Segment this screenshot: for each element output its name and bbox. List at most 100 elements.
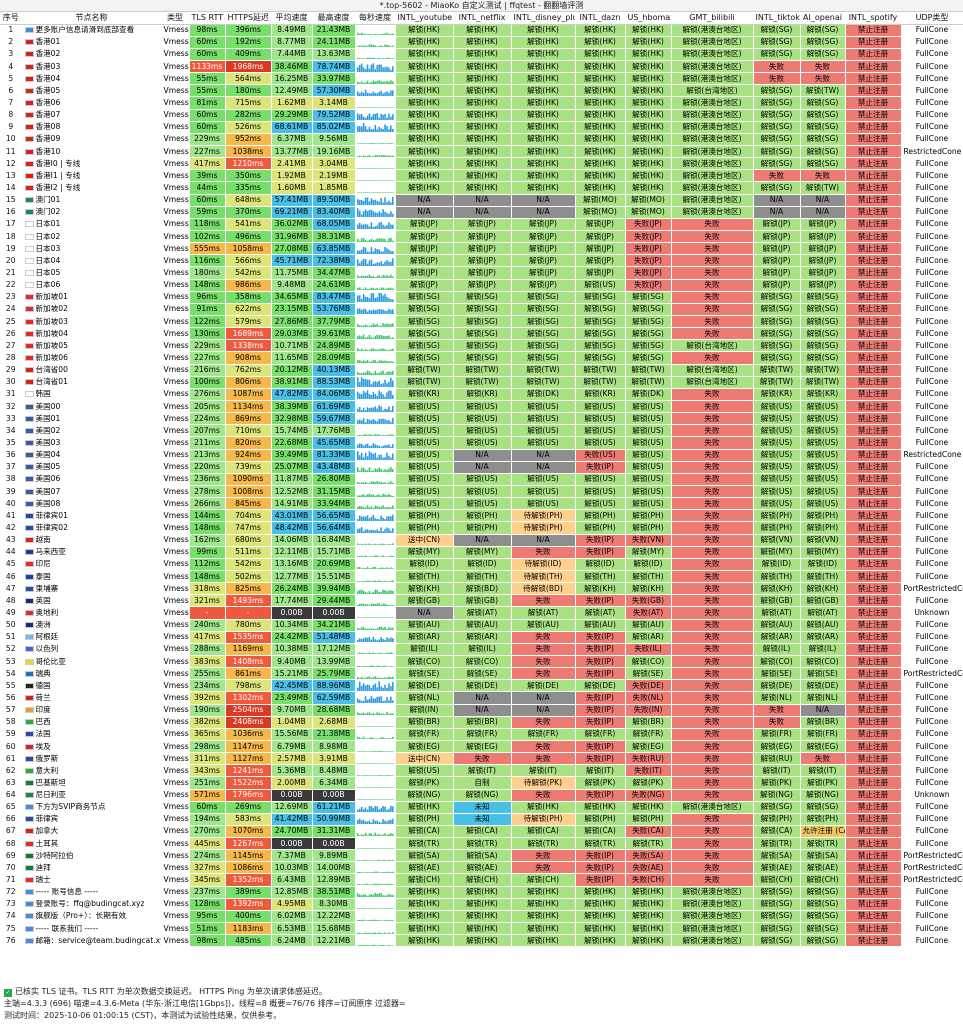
column-header[interactable]: HTTPS延迟 [225, 12, 272, 25]
table-row[interactable]: 41 菲律宾01 Vmess 144ms 704ms 43.01MB 56.65MB 解锁(P… [0, 509, 963, 523]
table-row[interactable]: 70 迪拜 Vmess 327ms 1086ms 10.03MB 14.00MB 解锁(AE)… [0, 861, 963, 875]
table-row[interactable]: 27 新加坡05 Vmess 229ms 1338ms 10.71MB 24.89MB 解锁(… [0, 339, 963, 353]
column-header[interactable]: 类型 [161, 12, 190, 25]
table-row[interactable]: 68 土耳其 Vmess 445ms 1267ms 0.00B 0.00B 解锁(TR) 解锁(… [0, 837, 963, 851]
table-row[interactable]: 52 以色列 Vmess 288ms 1169ms 10.38MB 17.12MB 解锁(IL… [0, 643, 963, 656]
table-row[interactable]: 71 瑞士 Vmess 345ms 1352ms 6.43MB 12.89MB 解锁(CH) 解… [0, 873, 963, 887]
column-header[interactable]: INTL_tiktok [753, 12, 801, 25]
table-row[interactable]: 1 更多账户信息请滑到底部查看 Vmess 98ms 396ms 8.49MB 21.43M… [0, 24, 963, 37]
table-row[interactable]: 67 加拿大 Vmess 270ms 1070ms 24.70MB 31.31MB 解锁(CA… [0, 825, 963, 839]
table-row[interactable]: 31 韩国 Vmess 276ms 1087ms 47.82MB 84.06MB 解锁(KR)… [0, 388, 963, 402]
table-row[interactable]: 33 美国01 Vmess 224ms 869ms 32.98MB 59.67MB 解锁(US… [0, 412, 963, 426]
sparkline-bar [366, 197, 368, 206]
table-row[interactable]: 60 埃及 Vmess 298ms 1147ms 6.79MB 8.98MB 解锁(EG) 解锁… [0, 740, 963, 754]
table-row[interactable]: 26 新加坡04 Vmess 130ms 1689ms 29.03MB 39.61MB 解锁(… [0, 327, 963, 341]
table-row[interactable]: 65 下方为SVIP商务节点 Vmess 60ms 269ms 12.69MB 61.21M… [0, 801, 963, 814]
table-row[interactable]: 23 新加坡01 Vmess 96ms 358ms 34.65MB 83.47MB 解锁(SG… [0, 291, 963, 304]
table-row[interactable]: 19 日本03 Vmess 555ms 1058ms 27.08MB 63.85MB 解锁(J… [0, 242, 963, 256]
table-row[interactable]: 75 ----- 联系我们 ----- Vmess 51ms 1183ms 6.53MB 1… [0, 922, 963, 936]
table-row[interactable]: 29 台湾省00 Vmess 216ms 762ms 20.12MB 40.13MB 解锁(T… [0, 364, 963, 377]
column-header[interactable]: 平均速度 [271, 12, 313, 25]
table-row[interactable]: 76 邮箱：service@team.budingcat.xyz Vmess 98ms… [0, 934, 963, 948]
column-header[interactable]: INTL_netflix [453, 12, 512, 25]
sparkline-bar [370, 639, 372, 643]
table-row[interactable]: 9 香港08 Vmess 60ms 526ms 68.61MB 85.02MB 解锁(HK) 解… [0, 121, 963, 134]
table-row[interactable]: 22 日本06 Vmess 148ms 986ms 9.48MB 24.61MB 解锁(JP)… [0, 279, 963, 292]
column-header[interactable]: INTL_youtube [395, 12, 454, 25]
tiktok-cell: 解锁(TW) [753, 364, 801, 377]
table-row[interactable]: 2 香港01 Vmess 60ms 192ms 8.77MB 24.11MB 解锁(HK) 解锁… [0, 36, 963, 49]
dazn-cell: 解锁(HK) [575, 145, 626, 159]
column-header[interactable]: US_hbomax [625, 12, 672, 25]
table-row[interactable]: 14 香港I2 | 专线 Vmess 44ms 335ms 1.60MB 1.85MB 解锁(… [0, 181, 963, 195]
table-row[interactable]: 21 日本05 Vmess 180ms 542ms 11.75MB 34.47MB 解锁(JP… [0, 266, 963, 280]
table-row[interactable]: 3 香港02 Vmess 60ms 409ms 7.44MB 13.63MB 解锁(HK) 解锁… [0, 48, 963, 62]
table-row[interactable]: 63 巴基斯坦 Vmess 251ms 1522ms 2.00MB 6.34MB 解锁(PK)… [0, 776, 963, 790]
table-row[interactable]: 8 香港07 Vmess 60ms 282ms 29.29MB 79.52MB 解锁(HK) 解… [0, 109, 963, 122]
table-row[interactable]: 45 印尼 Vmess 112ms 542ms 13.16MB 20.69MB 解锁(ID) 解… [0, 558, 963, 571]
table-row[interactable]: 54 瑞典 Vmess 255ms 861ms 15.21MB 25.79MB 解锁(SE) 解… [0, 667, 963, 681]
column-header[interactable]: TLS RTT [189, 12, 226, 25]
table-row[interactable]: 38 美国06 Vmess 236ms 1090ms 11.87MB 26.80MB 解锁(U… [0, 473, 963, 486]
table-row[interactable]: 5 香港04 Vmess 55ms 564ms 16.25MB 33.97MB 解锁(HK) 解… [0, 72, 963, 86]
table-row[interactable]: 55 德国 Vmess 234ms 798ms 42.45MB 88.96MB 解锁(DE) 解… [0, 679, 963, 693]
column-header[interactable]: AI_openai [800, 12, 846, 25]
column-header[interactable]: INTL_dazn [575, 12, 626, 25]
table-row[interactable]: 48 英国 Vmess 321ms 1493ms 17.74MB 29.44MB 解锁(GB)… [0, 594, 963, 608]
table-row[interactable]: 74 旗舰版（Pro+）：长期有效 Vmess 95ms 400ms 6.02MB 12.2… [0, 910, 963, 924]
table-row[interactable]: 36 美国04 Vmess 213ms 924ms 39.49MB 81.33MB 解锁(US… [0, 449, 963, 462]
table-row[interactable]: 11 香港10 Vmess 227ms 1038ms 13.77MB 19.16MB 解锁(H… [0, 145, 963, 159]
table-row[interactable]: 17 日本01 Vmess 118ms 541ms 36.02MB 68.05MB 解锁(JP… [0, 218, 963, 232]
table-row[interactable]: 6 香港05 Vmess 55ms 180ms 12.49MB 57.30MB 解锁(HK) 解… [0, 84, 963, 98]
table-row[interactable]: 37 美国05 Vmess 220ms 739ms 25.07MB 43.48MB 解锁(US… [0, 461, 963, 474]
table-row[interactable]: 30 台湾省01 Vmess 100ms 806ms 38.91MB 88.53MB 解锁(T… [0, 376, 963, 389]
table-row[interactable]: 53 哥伦比亚 Vmess 383ms 1408ms 9.40MB 13.99MB 解锁(CO… [0, 655, 963, 669]
table-row[interactable]: 13 香港I1 | 专线 Vmess 39ms 350ms 1.92MB 2.19MB 解锁(… [0, 169, 963, 183]
column-header[interactable]: 节点名称 [22, 12, 162, 25]
table-row[interactable]: 61 俄罗斯 Vmess 311ms 1127ms 2.57MB 3.91MB 送中(CN) 失… [0, 752, 963, 766]
table-row[interactable]: 51 阿根廷 Vmess 417ms 1535ms 24.42MB 51.48MB 解锁(AR… [0, 631, 963, 644]
table-row[interactable]: 16 澳门02 Vmess 59ms 370ms 69.21MB 83.40MB N/A N/A… [0, 206, 963, 219]
table-row[interactable]: 50 澳洲 Vmess 240ms 780ms 10.34MB 34.21MB 解锁(AU) 解… [0, 619, 963, 632]
sparkline-bar [358, 180, 361, 181]
table-row[interactable]: 18 日本02 Vmess 102ms 496ms 31.96MB 38.31MB 解锁(JP… [0, 230, 963, 244]
table-row[interactable]: 7 香港06 Vmess 81ms 715ms 1.62MB 3.14MB 解锁(HK) 解锁(… [0, 96, 963, 110]
table-row[interactable]: 10 香港09 Vmess 229ms 952ms 6.37MB 9.56MB 解锁(HK) 解… [0, 133, 963, 147]
column-header[interactable]: INTL_disney_plus [511, 12, 576, 25]
table-row[interactable]: 43 越南 Vmess 162ms 680ms 14.06MB 16.84MB 送中(CN) N… [0, 534, 963, 547]
table-row[interactable]: 20 日本04 Vmess 116ms 566ms 45.71MB 72.38MB 解锁(JP… [0, 254, 963, 268]
column-header[interactable]: UDP类型 [901, 12, 963, 25]
table-row[interactable]: 44 马来西亚 Vmess 99ms 511ms 12.11MB 15.71MB 解锁(MY)… [0, 546, 963, 559]
column-header[interactable]: 序号 [0, 12, 23, 25]
table-row[interactable]: 24 新加坡02 Vmess 91ms 622ms 23.15MB 53.76MB 解锁(SG… [0, 303, 963, 317]
table-row[interactable]: 39 美国07 Vmess 278ms 1008ms 12.52MB 31.15MB 解锁(U… [0, 485, 963, 499]
table-row[interactable]: 4 香港03 Vmess 1133ms 1968ms 38.46MB 78.74MB 解锁(H… [0, 60, 963, 74]
column-header[interactable]: 每秒速度 [355, 12, 396, 25]
table-row[interactable]: 62 意大利 Vmess 343ms 1241ms 5.36MB 8.48MB 解锁(US) 解… [0, 764, 963, 778]
table-row[interactable]: 42 菲律宾02 Vmess 148ms 747ms 48.42MB 56.64MB 解锁(P… [0, 521, 963, 535]
table-row[interactable]: 46 泰国 Vmess 148ms 502ms 12.77MB 15.51MB 解锁(TH) 解… [0, 570, 963, 584]
table-row[interactable]: 47 柬埔寨 Vmess 318ms 825ms 26.24MB 39.94MB 解锁(KH)… [0, 582, 963, 596]
table-row[interactable]: 56 荷兰 Vmess 392ms 1302ms 23.49MB 62.59MB 解锁(NL)… [0, 691, 963, 705]
table-row[interactable]: 58 巴西 Vmess 382ms 2408ms 1.04MB 2.68MB 解锁(BR) 解锁… [0, 716, 963, 729]
table-row[interactable]: 69 沙特阿拉伯 Vmess 274ms 1145ms 7.37MB 9.89MB 解锁(SA… [0, 849, 963, 863]
table-row[interactable]: 49 奥地利 Vmess - -0.00B 0.00B N/A 解锁(AT) 解锁(AT) 解锁(… [0, 606, 963, 620]
table-row[interactable]: 57 印度 Vmess 190ms 2504ms 9.70MB 28.68MB 解锁(IN) N… [0, 704, 963, 717]
table-row[interactable]: 73 登录账号：ffq@budingcat.xyz Vmess 128ms 1392ms… [0, 898, 963, 911]
table-row[interactable]: 72 ----- 账号信息 ----- Vmess 237ms 389ms 12.85MB… [0, 886, 963, 899]
table-row[interactable]: 28 新加坡06 Vmess 227ms 908ms 11.65MB 28.09MB 解锁(S… [0, 351, 963, 365]
table-row[interactable]: 32 美国00 Vmess 205ms 1134ms 38.39MB 61.69MB 解锁(U… [0, 400, 963, 414]
table-row[interactable]: 12 香港I0 | 专线 Vmess 417ms 1210ms 2.41MB 3.04MB 解… [0, 157, 963, 171]
table-row[interactable]: 15 澳门01 Vmess 60ms 648ms 57.41MB 89.50MB N/A N/A… [0, 194, 963, 207]
node-name: 旗舰版（Pro+）：长期有效 [22, 910, 162, 924]
column-header[interactable]: GMT_bilibili [671, 12, 754, 25]
table-row[interactable]: 59 法国 Vmess 365ms 1036ms 15.56MB 21.38MB 解锁(FR)… [0, 728, 963, 741]
table-row[interactable]: 64 尼日利亚 Vmess 571ms 1796ms 0.00B 0.00B 解锁(NG) 解锁… [0, 789, 963, 802]
table-row[interactable]: 40 美国08 Vmess 266ms 845ms 14.91MB 33.94MB 解锁(US… [0, 497, 963, 511]
column-header[interactable]: 最高速度 [312, 12, 356, 25]
column-header[interactable]: INTL_spotify [845, 12, 902, 25]
table-row[interactable]: 66 菲律宾 Vmess 194ms 583ms 41.42MB 50.99MB 解锁(PH)… [0, 813, 963, 826]
table-row[interactable]: 35 美国03 Vmess 211ms 820ms 22.68MB 45.65MB 解锁(US… [0, 436, 963, 450]
table-row[interactable]: 25 新加坡03 Vmess 122ms 579ms 27.86MB 37.79MB 解锁(S… [0, 315, 963, 329]
table-row[interactable]: 34 美国02 Vmess 207ms 710ms 15.74MB 17.76MB 解锁(US… [0, 424, 963, 438]
